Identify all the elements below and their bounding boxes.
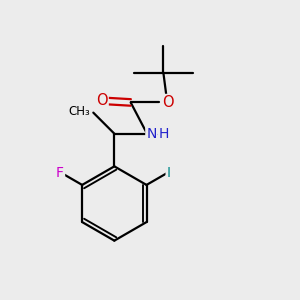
- Text: O: O: [163, 95, 174, 110]
- Text: I: I: [167, 166, 171, 180]
- Text: H: H: [159, 127, 169, 141]
- Text: O: O: [96, 94, 108, 109]
- Text: N: N: [146, 127, 157, 141]
- Text: CH₃: CH₃: [69, 105, 90, 118]
- Text: F: F: [56, 166, 64, 180]
